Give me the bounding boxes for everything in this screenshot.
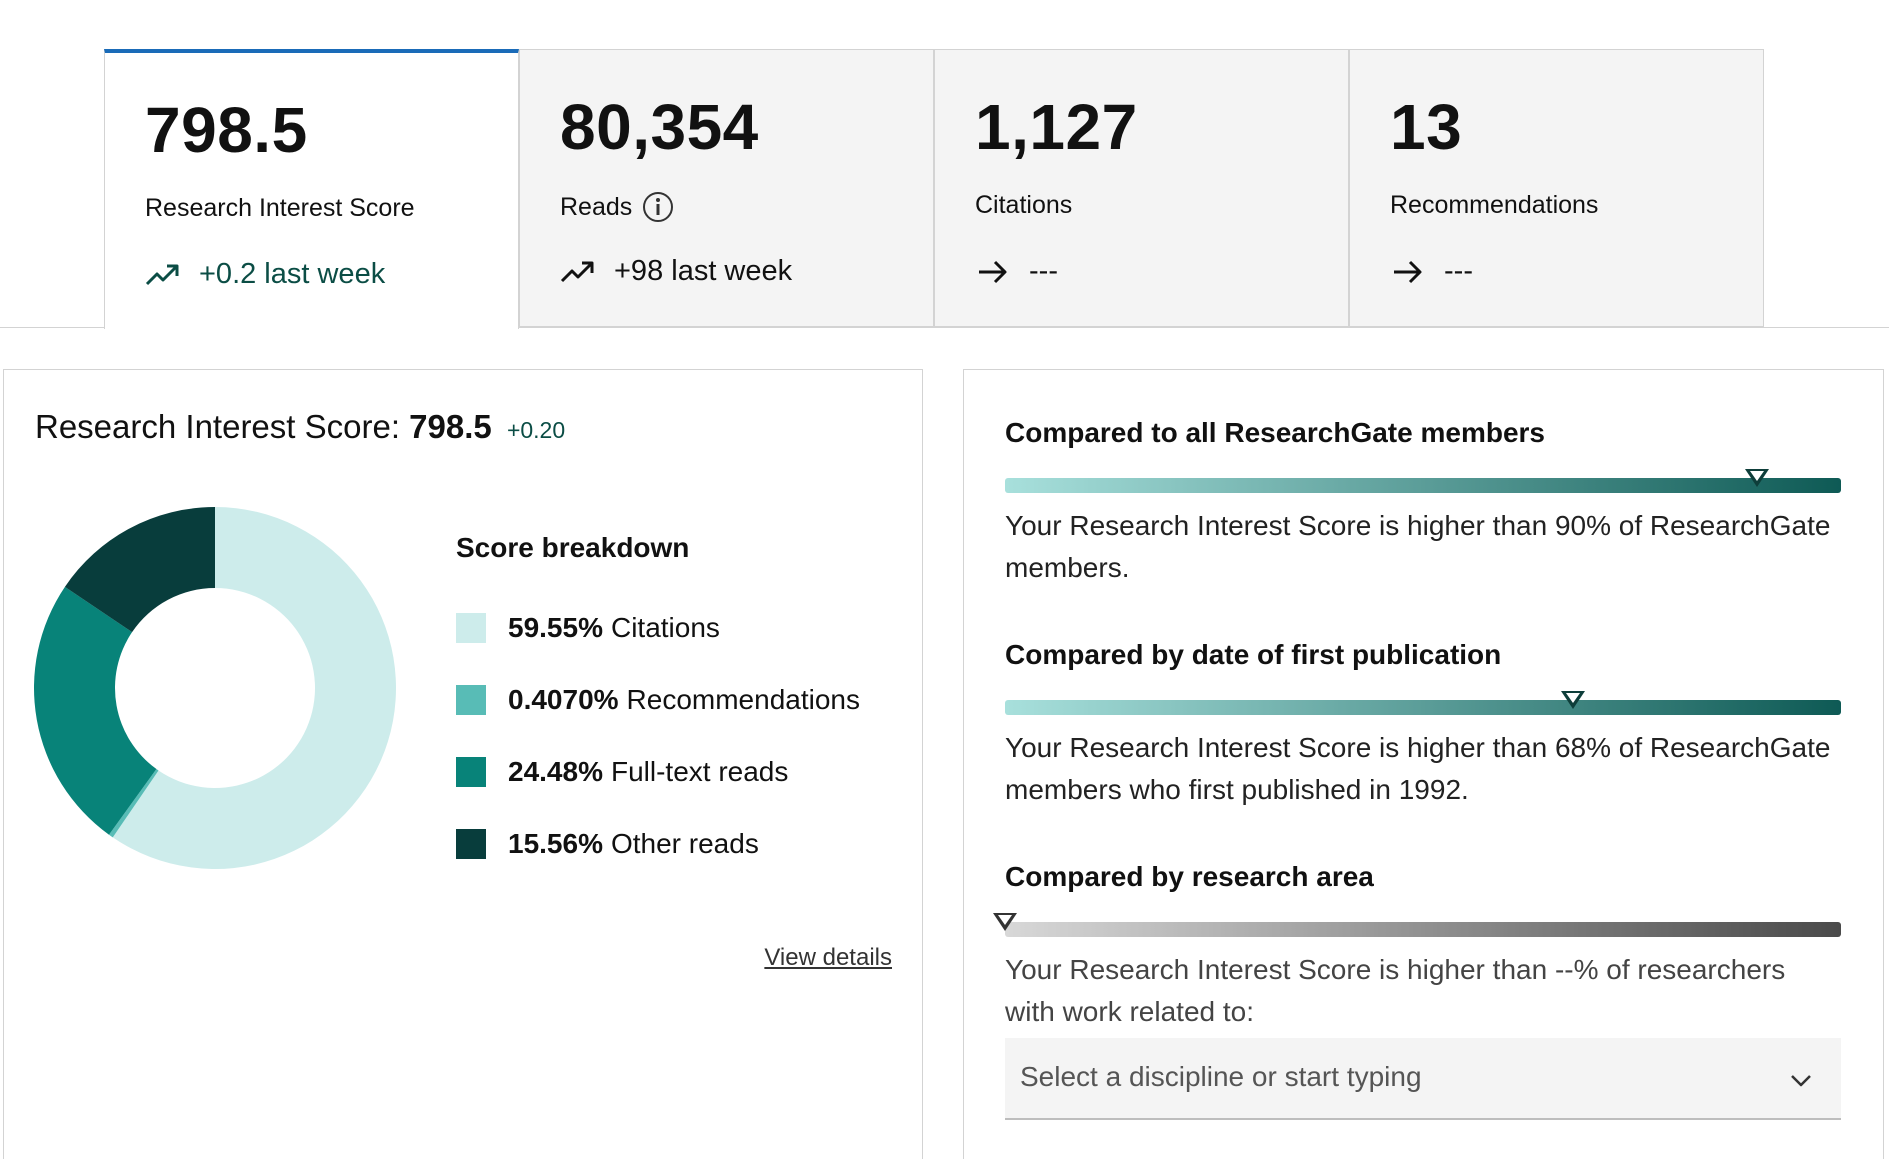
legend-value: 15.56% <box>508 828 603 859</box>
arrow-right-icon <box>979 260 1007 283</box>
comparison-title: Compared by date of first publication <box>1005 639 1502 670</box>
percentile-bar <box>1005 469 1841 493</box>
tab-label: Reads <box>560 191 674 223</box>
tab-label-text: Reads <box>560 192 633 221</box>
legend-value: 0.4070% <box>508 684 619 715</box>
legend-swatch <box>456 613 486 643</box>
comparison-title: Compared to all ResearchGate members <box>1005 417 1545 448</box>
tab-research-interest-score[interactable]: 798.5 Research Interest Score +0.2 last … <box>104 49 519 329</box>
title-score: 798.5 <box>409 408 492 445</box>
legend-value: 24.48% <box>508 756 603 787</box>
legend-item-recommendations: 0.4070% Recommendations <box>456 664 860 736</box>
trend-up-icon <box>560 261 594 282</box>
stats-tabs: 798.5 Research Interest Score +0.2 last … <box>104 49 1767 329</box>
chevron-down-icon <box>1791 1075 1811 1087</box>
legend-label: Citations <box>610 612 720 643</box>
comparison-first-publication: Compared by date of first publication Yo… <box>1005 639 1841 811</box>
comparison-all-members: Compared to all ResearchGate members You… <box>1005 417 1841 589</box>
slice-other-reads <box>64 507 216 633</box>
tab-trend-text: +0.2 last week <box>199 258 386 290</box>
tab-value: 1,127 <box>975 91 1138 163</box>
legend-swatch <box>456 829 486 859</box>
breakdown-title: Score breakdown <box>456 532 690 563</box>
tab-citations[interactable]: 1,127 Citations --- <box>934 49 1349 327</box>
tab-trend-text: --- <box>1029 255 1058 287</box>
tab-trend: +98 last week <box>560 255 792 288</box>
legend-item-citations: 59.55% Citations <box>456 592 860 664</box>
comparison-text: Your Research Interest Score is higher t… <box>1005 732 1831 805</box>
legend-item-other-reads: 15.56% Other reads <box>456 808 860 880</box>
comparison-title: Compared by research area <box>1005 861 1374 892</box>
tab-label-text: Citations <box>975 191 1073 219</box>
comparison-text: Your Research Interest Score is higher t… <box>1005 510 1831 583</box>
tab-trend-text: --- <box>1444 255 1473 287</box>
percentile-marker <box>1561 691 1586 709</box>
score-breakdown-legend: Score breakdown 59.55% Citations 0.4070%… <box>456 532 860 880</box>
percentile-bar <box>993 913 1841 937</box>
info-icon[interactable] <box>642 191 674 223</box>
discipline-select-placeholder: Select a discipline or start typing <box>1020 1061 1422 1092</box>
discipline-select[interactable]: Select a discipline or start typing <box>1005 1038 1841 1120</box>
legend-value: 59.55% <box>508 612 603 643</box>
panel-title: Research Interest Score: 798.5 +0.20 <box>35 408 565 446</box>
tab-baseline <box>0 327 1889 328</box>
view-details-link[interactable]: View details <box>764 944 892 971</box>
legend-swatch <box>456 685 486 715</box>
legend-label: Other reads <box>610 828 759 859</box>
comparison-research-area: Compared by research area Your Research … <box>993 861 1841 1033</box>
percentile-bar <box>1005 691 1841 715</box>
tab-trend: +0.2 last week <box>145 258 385 291</box>
tab-recommendations[interactable]: 13 Recommendations --- <box>1349 49 1764 327</box>
legend-label: Recommendations <box>626 684 860 715</box>
tab-trend-text: +98 last week <box>614 255 793 287</box>
legend-swatch <box>456 757 486 787</box>
comparison-panel: Compared to all ResearchGate members You… <box>963 369 1884 1159</box>
tab-label: Research Interest Score <box>145 194 415 223</box>
legend-item-full-text-reads: 24.48% Full-text reads <box>456 736 860 808</box>
score-breakdown-panel: Research Interest Score: 798.5 +0.20 Sco… <box>3 369 923 1159</box>
tab-value: 798.5 <box>145 94 308 166</box>
tab-label-text: Research Interest Score <box>145 194 415 222</box>
slice-citations <box>112 507 397 869</box>
percentile-marker <box>993 913 1017 931</box>
tab-value: 13 <box>1390 91 1463 163</box>
tab-value: 80,354 <box>560 91 759 163</box>
slice-full-text-reads <box>33 586 157 835</box>
tab-trend: --- <box>1390 255 1473 288</box>
slice-recommendations <box>108 769 159 838</box>
title-prefix: Research Interest Score: <box>35 408 400 445</box>
tab-label: Recommendations <box>1390 191 1598 220</box>
comparison-text: Your Research Interest Score is higher t… <box>1005 954 1786 1027</box>
tab-reads[interactable]: 80,354 Reads +98 last week <box>519 49 934 327</box>
score-donut-chart <box>33 507 397 869</box>
legend-label: Full-text reads <box>610 756 789 787</box>
tab-label-text: Recommendations <box>1390 191 1599 219</box>
trend-up-icon <box>145 264 179 285</box>
title-delta: +0.20 <box>506 417 566 443</box>
percentile-marker <box>1745 469 1770 487</box>
tab-trend: --- <box>975 255 1058 288</box>
tab-label: Citations <box>975 191 1072 220</box>
arrow-right-icon <box>1394 260 1422 283</box>
